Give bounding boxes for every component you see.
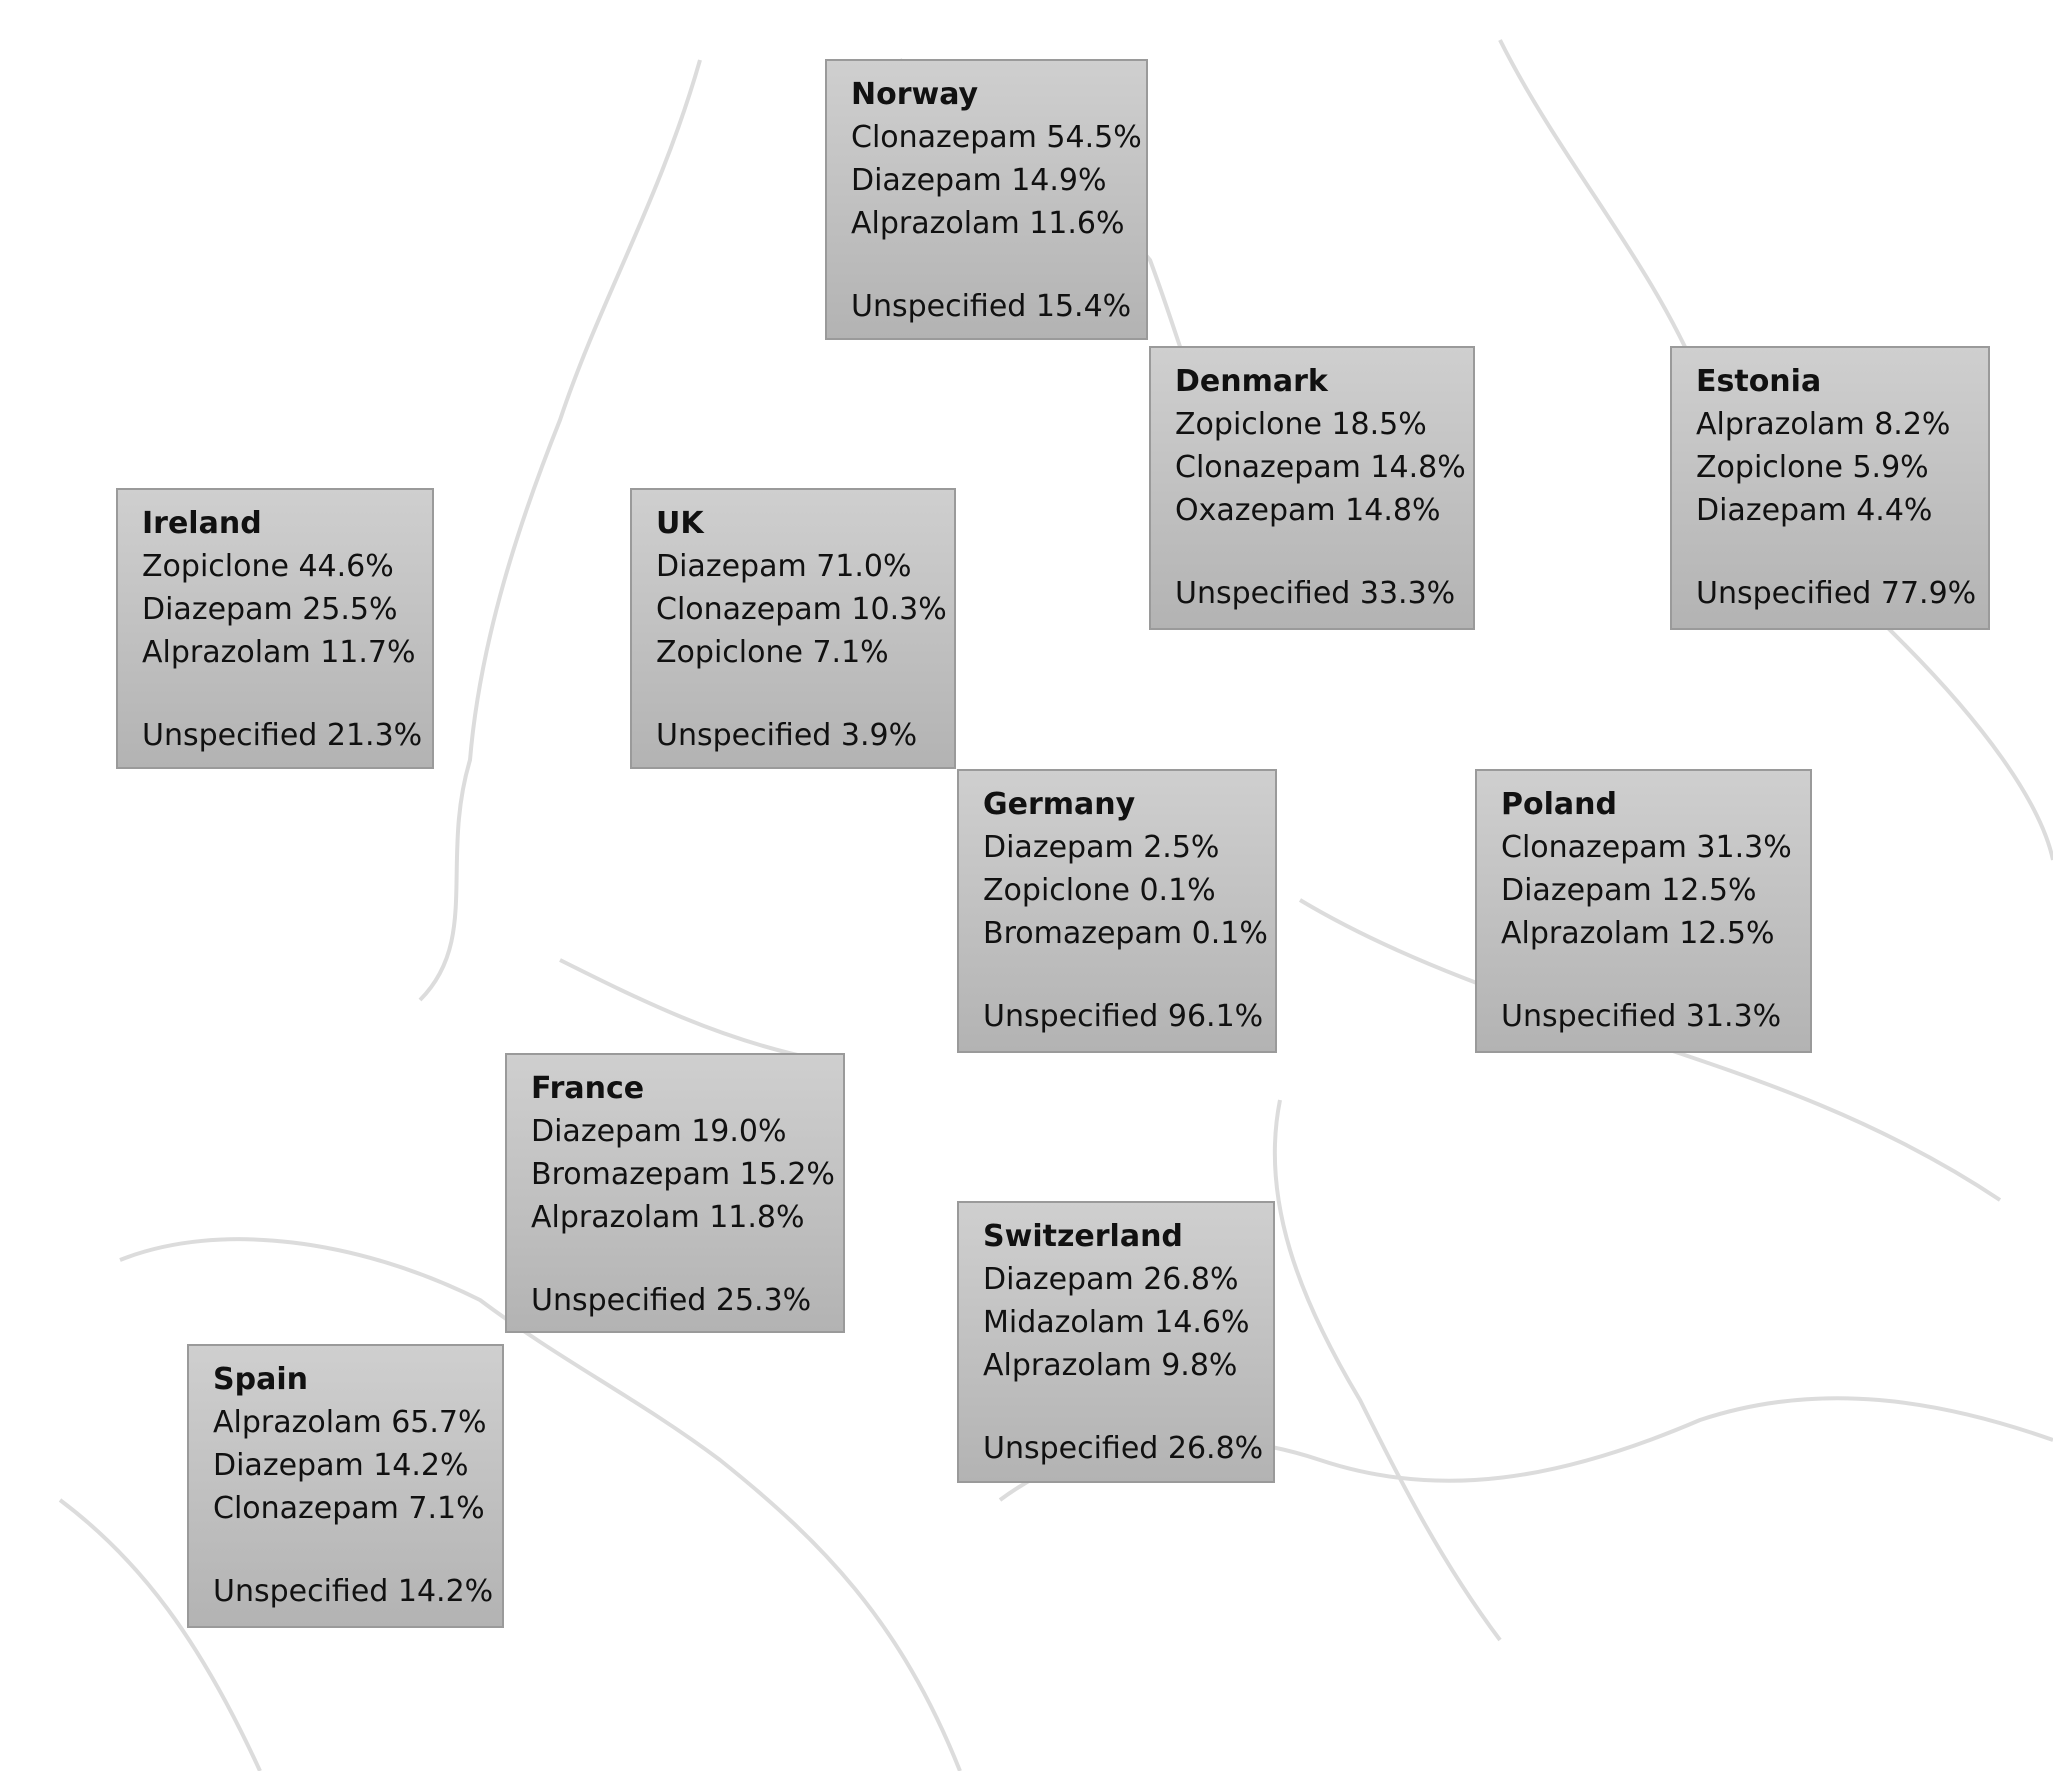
drug-share: Bromazepam 15.2% (531, 1157, 835, 1192)
unspecified-share: Unspecified 96.1% (983, 999, 1264, 1034)
drug-share: Zopiclone 0.1% (983, 873, 1216, 908)
country-name: Denmark (1175, 364, 1328, 399)
country-box: France Diazepam 19.0% Bromazepam 15.2% Alpr… (505, 1053, 845, 1333)
spacer (1175, 532, 1473, 572)
drug-share: Alprazolam 11.7% (142, 635, 416, 670)
unspecified-share: Unspecified 31.3% (1501, 999, 1782, 1034)
drug-share: Zopiclone 18.5% (1175, 407, 1427, 442)
drug-share: Alprazolam 11.8% (531, 1200, 805, 1235)
drug-share: Bromazepam 0.1% (983, 916, 1268, 951)
spacer (1696, 532, 1988, 572)
drug-share: Alprazolam 8.2% (1696, 407, 1951, 442)
drug-share: Diazepam 2.5% (983, 830, 1220, 865)
country-box: Poland Clonazepam 31.3% Diazepam 12.5% Alpr… (1475, 769, 1812, 1053)
country-name: UK (656, 506, 704, 541)
drug-share: Clonazepam 31.3% (1501, 830, 1792, 865)
drug-share: Zopiclone 7.1% (656, 635, 889, 670)
country-box: Denmark Zopiclone 18.5% Clonazepam 14.8% Ox… (1149, 346, 1475, 630)
drug-share: Alprazolam 65.7% (213, 1405, 487, 1440)
drug-share: Diazepam 14.2% (213, 1448, 469, 1483)
drug-share: Diazepam 19.0% (531, 1114, 787, 1149)
country-name: Poland (1501, 787, 1617, 822)
drug-share: Zopiclone 44.6% (142, 549, 394, 584)
drug-share: Alprazolam 9.8% (983, 1348, 1238, 1383)
unspecified-share: Unspecified 25.3% (531, 1283, 812, 1318)
unspecified-share: Unspecified 14.2% (213, 1574, 494, 1609)
country-box: Estonia Alprazolam 8.2% Zopiclone 5.9% Diaz… (1670, 346, 1990, 630)
country-name: Estonia (1696, 364, 1822, 399)
drug-share: Oxazepam 14.8% (1175, 493, 1441, 528)
coastline (58, 1498, 262, 1771)
country-name: Germany (983, 787, 1136, 822)
spacer (851, 245, 1146, 285)
unspecified-share: Unspecified 33.3% (1175, 576, 1456, 611)
drug-share: Clonazepam 54.5% (851, 120, 1142, 155)
country-name: Spain (213, 1362, 308, 1397)
spacer (531, 1239, 843, 1279)
drug-share: Alprazolam 11.6% (851, 206, 1125, 241)
drug-share: Diazepam 14.9% (851, 163, 1107, 198)
country-name: France (531, 1071, 645, 1106)
unspecified-share: Unspecified 21.3% (142, 718, 423, 753)
unspecified-share: Unspecified 77.9% (1696, 576, 1977, 611)
drug-share: Alprazolam 12.5% (1501, 916, 1775, 951)
country-box: Switzerland Diazepam 26.8% Midazolam 14.6%… (957, 1201, 1275, 1483)
spacer (1501, 955, 1810, 995)
drug-share: Diazepam 12.5% (1501, 873, 1757, 908)
drug-share: Diazepam 4.4% (1696, 493, 1933, 528)
unspecified-share: Unspecified 3.9% (656, 718, 918, 753)
country-box: Spain Alprazolam 65.7% Diazepam 14.2% Clona… (187, 1344, 504, 1628)
country-name: Switzerland (983, 1219, 1183, 1254)
coastline (119, 1237, 962, 1771)
drug-share: Clonazepam 7.1% (213, 1491, 485, 1526)
drug-share: Clonazepam 14.8% (1175, 450, 1466, 485)
drug-share: Diazepam 71.0% (656, 549, 912, 584)
spacer (142, 674, 432, 714)
border (559, 958, 821, 1062)
country-box: Ireland Zopiclone 44.6% Diazepam 25.5% Alpr… (116, 488, 434, 769)
drug-share: Midazolam 14.6% (983, 1305, 1250, 1340)
drug-share: Zopiclone 5.9% (1696, 450, 1929, 485)
country-box: Norway Clonazepam 54.5% Diazepam 14.9% Alpr… (825, 59, 1148, 340)
spacer (213, 1530, 502, 1570)
country-box: UK Diazepam 71.0% Clonazepam 10.3% Zopiclon… (630, 488, 956, 769)
unspecified-share: Unspecified 15.4% (851, 289, 1132, 324)
drug-share: Diazepam 25.5% (142, 592, 398, 627)
unspecified-share: Unspecified 26.8% (983, 1431, 1264, 1466)
spacer (983, 1387, 1273, 1427)
border (1272, 1099, 1502, 1642)
country-box: Germany Diazepam 2.5% Zopiclone 0.1% Bromaz… (957, 769, 1277, 1053)
country-name: Ireland (142, 506, 262, 541)
drug-share: Clonazepam 10.3% (656, 592, 947, 627)
spacer (656, 674, 954, 714)
spacer (983, 955, 1275, 995)
coastline (418, 59, 702, 1002)
country-name: Norway (851, 77, 979, 112)
drug-share: Diazepam 26.8% (983, 1262, 1239, 1297)
